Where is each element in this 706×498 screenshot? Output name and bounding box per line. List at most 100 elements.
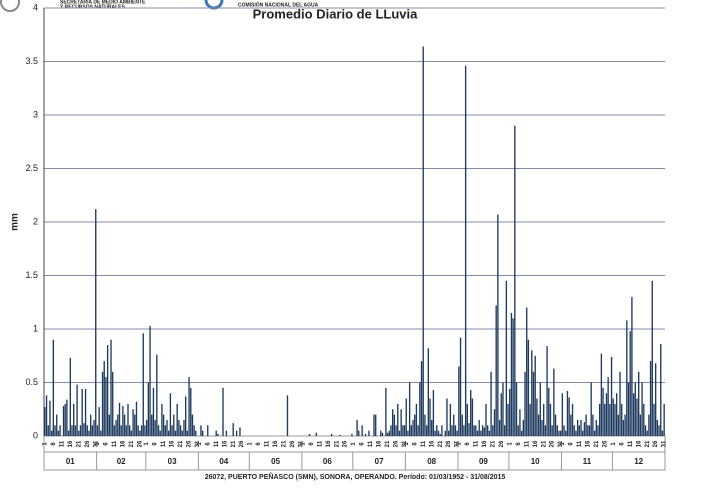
month-label: 03 bbox=[168, 457, 177, 466]
x-tick-label: 6 bbox=[153, 442, 159, 446]
bar bbox=[139, 430, 141, 436]
bar bbox=[554, 414, 557, 436]
bar bbox=[551, 425, 553, 436]
bar bbox=[91, 425, 94, 436]
bar bbox=[88, 430, 90, 436]
y-tick-label: 2.5 bbox=[25, 163, 38, 173]
x-tick-label: 1 bbox=[248, 442, 254, 446]
bar bbox=[638, 371, 640, 436]
x-tick-label: 11 bbox=[368, 440, 374, 447]
bar bbox=[361, 425, 363, 436]
bar bbox=[592, 414, 594, 436]
bar bbox=[537, 414, 540, 436]
x-tick-label: 1 bbox=[95, 442, 101, 446]
x-tick-label: 11 bbox=[317, 440, 323, 447]
bar bbox=[565, 430, 567, 436]
x-tick-label: 11 bbox=[524, 440, 530, 447]
bar bbox=[497, 214, 499, 436]
bar bbox=[597, 425, 599, 436]
bar bbox=[45, 395, 48, 436]
bar bbox=[106, 345, 109, 436]
bar bbox=[480, 430, 482, 436]
x-tick-label: 6 bbox=[619, 442, 625, 446]
bar bbox=[658, 425, 660, 436]
bar bbox=[183, 419, 185, 436]
bar bbox=[573, 425, 575, 436]
bar bbox=[493, 409, 496, 436]
bar bbox=[50, 430, 53, 436]
bar bbox=[375, 414, 377, 436]
bar bbox=[571, 403, 574, 436]
bar bbox=[67, 430, 70, 436]
x-tick-label: 11 bbox=[628, 440, 634, 447]
bar bbox=[186, 430, 189, 436]
bar bbox=[159, 430, 161, 436]
bar bbox=[478, 419, 480, 436]
x-tick-label: 1 bbox=[507, 442, 513, 446]
bar bbox=[393, 414, 396, 436]
bar bbox=[512, 318, 514, 436]
bar bbox=[380, 430, 382, 436]
bar bbox=[44, 407, 46, 436]
bar bbox=[593, 430, 596, 436]
bar bbox=[62, 406, 65, 436]
bar bbox=[151, 414, 153, 436]
bar bbox=[108, 414, 111, 436]
bar bbox=[468, 423, 470, 436]
bar bbox=[115, 419, 117, 436]
x-tick-label: 21 bbox=[231, 440, 237, 447]
bar bbox=[529, 403, 531, 436]
x-tick-label: 16 bbox=[533, 440, 539, 447]
bar bbox=[120, 425, 122, 436]
bar bbox=[385, 387, 387, 436]
bar bbox=[49, 400, 51, 436]
x-tick-label: 6 bbox=[104, 442, 110, 446]
bar bbox=[439, 433, 441, 436]
bar bbox=[463, 425, 465, 436]
bar bbox=[663, 403, 665, 436]
x-tick-label: 31 bbox=[402, 440, 408, 447]
bar bbox=[461, 414, 463, 436]
bar bbox=[101, 371, 104, 436]
x-tick-label: 31 bbox=[662, 440, 668, 447]
bar bbox=[395, 425, 397, 436]
bar bbox=[110, 339, 112, 436]
bar bbox=[451, 425, 453, 436]
bar bbox=[161, 403, 163, 436]
x-tick-label: 26 bbox=[343, 440, 349, 447]
bar bbox=[398, 430, 401, 436]
bar bbox=[135, 401, 138, 436]
bar bbox=[651, 280, 653, 436]
bar bbox=[96, 425, 99, 436]
x-tick-label: 1 bbox=[300, 442, 306, 446]
x-tick-label: 31 bbox=[299, 440, 305, 447]
footer: 26072, PUERTO PEÑASCO (SMN), SONORA, OPE… bbox=[205, 472, 506, 481]
x-tick-label: 26 bbox=[499, 440, 505, 447]
bar bbox=[400, 409, 402, 436]
x-tick-label: 16 bbox=[482, 440, 488, 447]
bar bbox=[527, 339, 530, 436]
bar bbox=[420, 361, 423, 436]
bar bbox=[553, 368, 555, 436]
bar bbox=[315, 432, 318, 436]
bar bbox=[492, 425, 494, 436]
bar bbox=[548, 387, 550, 436]
bar bbox=[515, 382, 518, 436]
x-tick-label: 16 bbox=[636, 440, 642, 447]
bar bbox=[646, 430, 648, 436]
month-label: 05 bbox=[271, 457, 280, 466]
y-tick-label: 3 bbox=[33, 109, 38, 119]
bar bbox=[173, 414, 175, 436]
bar bbox=[190, 387, 192, 436]
x-tick-label: 6 bbox=[256, 442, 262, 446]
bar bbox=[483, 427, 485, 436]
x-tick-label: 26 bbox=[602, 440, 608, 447]
bar bbox=[144, 425, 146, 436]
bar bbox=[57, 430, 60, 436]
bar bbox=[330, 433, 333, 436]
bar bbox=[191, 414, 194, 436]
x-tick-label: 21 bbox=[594, 440, 600, 447]
bar bbox=[54, 425, 56, 436]
x-tick-label: 1 bbox=[404, 442, 410, 446]
